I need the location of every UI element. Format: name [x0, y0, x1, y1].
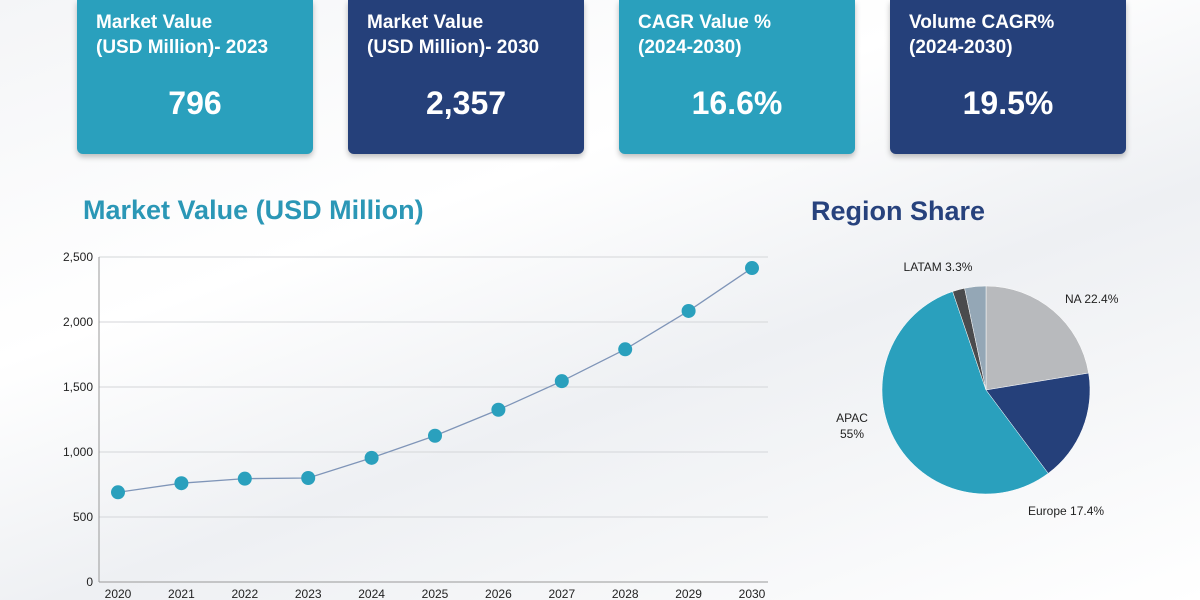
x-tick-label: 2022	[231, 587, 258, 600]
pie-slice-europe	[985, 372, 1091, 474]
x-tick-label: 2030	[739, 587, 766, 600]
kpi-value: 796	[168, 85, 222, 121]
kpi-label: Volume CAGR% (2024-2030)	[909, 12, 1055, 58]
pie-chart-title: Region Share	[811, 196, 986, 226]
pie-slice-na	[985, 285, 1089, 391]
data-point	[301, 471, 316, 485]
kpi-card-market-value-2023: Market Value (USD Million)- 2023 796	[77, 0, 313, 154]
kpi-value: 2,357	[425, 85, 507, 121]
pie-label-europe: Europe 17.4%	[1028, 504, 1104, 518]
y-tick-label: 2,500	[63, 250, 93, 264]
y-tick-label: 0	[86, 575, 93, 589]
pie-slice-apac	[881, 291, 1049, 495]
x-tick-label: 2029	[675, 587, 702, 600]
kpi-card-cagr-value: CAGR Value % (2024-2030) 16.6%	[619, 0, 855, 154]
data-point	[681, 303, 696, 318]
y-tick-label: 2,000	[63, 315, 93, 329]
line-chart-title: Market Value (USD Million)	[83, 195, 424, 225]
kpi-card-volume-cagr: Volume CAGR% (2024-2030) 19.5%	[890, 0, 1126, 154]
pie-slice-latam	[964, 285, 987, 391]
pie-label-latam: LATAM 3.3%	[904, 260, 973, 274]
kpi-value: 19.5%	[962, 85, 1054, 121]
data-point	[111, 485, 125, 500]
y-tick-label: 500	[73, 510, 93, 524]
x-tick-label: 2021	[168, 587, 195, 600]
y-tick-label: 1,000	[63, 445, 93, 459]
kpi-card-market-value-2030: Market Value (USD Million)- 2030 2,357	[348, 0, 584, 154]
data-point	[491, 402, 506, 417]
data-point	[428, 428, 442, 443]
x-tick-label: 2027	[548, 587, 575, 600]
x-tick-label: 2025	[422, 587, 449, 600]
kpi-label: Market Value (USD Million)- 2023	[96, 12, 269, 58]
x-tick-label: 2024	[358, 587, 385, 600]
kpi-label: CAGR Value % (2024-2030)	[638, 12, 772, 58]
x-tick-label: 2026	[485, 587, 512, 600]
data-point	[745, 261, 759, 276]
data-point	[237, 471, 252, 486]
data-point	[618, 342, 633, 357]
pie-label-apac: 55%	[840, 427, 864, 441]
pie-label-na: NA 22.4%	[1065, 292, 1119, 306]
data-point	[174, 476, 189, 491]
data-point	[554, 374, 569, 389]
x-tick-label: 2020	[105, 587, 132, 600]
pie-label-apac: APAC	[836, 411, 868, 425]
x-tick-label: 2023	[295, 587, 322, 600]
kpi-value: 16.6%	[691, 85, 783, 121]
kpi-label: Market Value (USD Million)- 2030	[367, 12, 540, 58]
x-tick-label: 2028	[612, 587, 639, 600]
data-point	[364, 450, 379, 465]
y-tick-label: 1,500	[63, 380, 93, 394]
